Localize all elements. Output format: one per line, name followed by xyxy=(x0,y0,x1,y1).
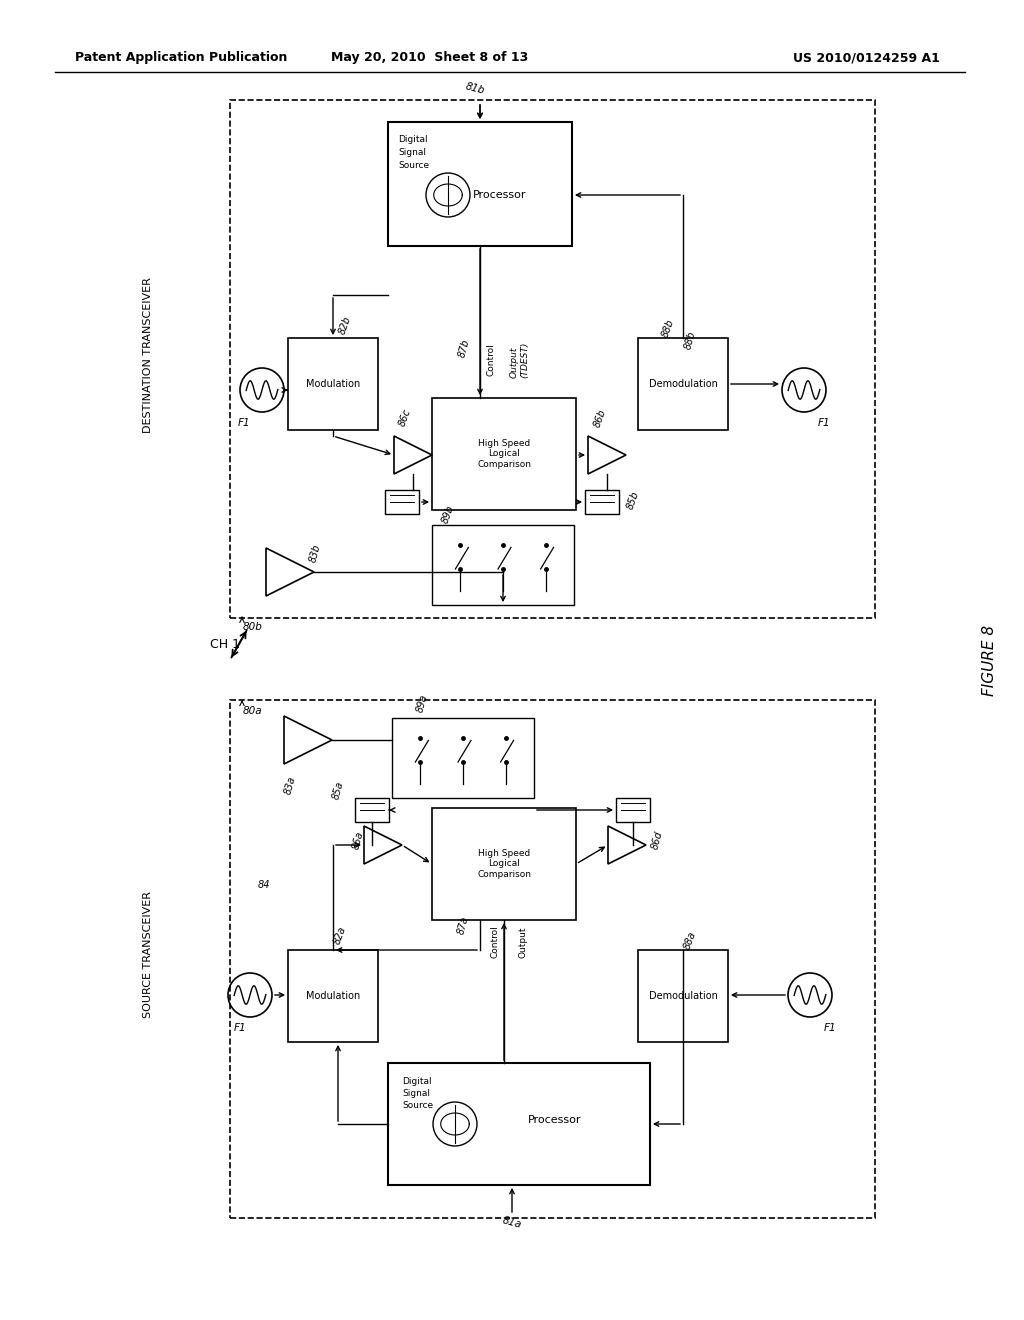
Text: Digital: Digital xyxy=(402,1077,432,1086)
Text: 88b: 88b xyxy=(683,330,697,350)
Text: US 2010/0124259 A1: US 2010/0124259 A1 xyxy=(794,51,940,65)
Text: 86c: 86c xyxy=(397,408,413,428)
Text: 86a: 86a xyxy=(351,830,366,850)
Text: SOURCE TRANSCEIVER: SOURCE TRANSCEIVER xyxy=(143,891,153,1019)
Text: 82b: 82b xyxy=(337,314,353,335)
Text: FIGURE 8: FIGURE 8 xyxy=(982,624,997,696)
Text: F1: F1 xyxy=(238,418,250,428)
Text: 89a: 89a xyxy=(415,693,429,713)
Text: Demodulation: Demodulation xyxy=(648,991,718,1001)
Bar xyxy=(392,718,534,799)
Text: 81b: 81b xyxy=(464,82,486,96)
Text: High Speed
Logical
Comparison: High Speed Logical Comparison xyxy=(477,440,531,469)
Text: DESTINATION TRANSCEIVER: DESTINATION TRANSCEIVER xyxy=(143,277,153,433)
Text: Output
(TDEST): Output (TDEST) xyxy=(510,342,529,379)
Bar xyxy=(388,1063,650,1185)
Bar xyxy=(388,121,572,246)
Text: Control: Control xyxy=(490,925,499,958)
Text: 85a: 85a xyxy=(331,780,345,800)
Text: Digital: Digital xyxy=(398,135,428,144)
Text: 88b: 88b xyxy=(660,318,676,338)
Text: 87a: 87a xyxy=(456,915,470,936)
Text: Source: Source xyxy=(402,1101,433,1110)
Text: 89b: 89b xyxy=(440,504,456,525)
Text: F1: F1 xyxy=(233,1023,247,1034)
Text: 85b: 85b xyxy=(625,490,641,511)
Bar xyxy=(638,338,728,430)
Text: 86b: 86b xyxy=(592,408,608,429)
Text: 86d: 86d xyxy=(650,830,665,850)
Text: CH 1: CH 1 xyxy=(210,639,240,652)
Text: F1: F1 xyxy=(823,1023,837,1034)
Text: 84: 84 xyxy=(257,880,270,890)
Text: May 20, 2010  Sheet 8 of 13: May 20, 2010 Sheet 8 of 13 xyxy=(332,51,528,65)
Text: 82a: 82a xyxy=(332,924,348,945)
Bar xyxy=(432,808,575,920)
Bar xyxy=(355,799,389,822)
Bar xyxy=(616,799,650,822)
Text: Processor: Processor xyxy=(473,190,526,201)
Text: 83a: 83a xyxy=(283,775,297,796)
Bar xyxy=(288,950,378,1041)
Text: Signal: Signal xyxy=(398,148,426,157)
Text: Processor: Processor xyxy=(528,1115,582,1125)
Text: Source: Source xyxy=(398,161,429,170)
Text: 83b: 83b xyxy=(308,543,323,564)
Text: 80b: 80b xyxy=(243,622,263,632)
Text: Demodulation: Demodulation xyxy=(648,379,718,389)
Bar xyxy=(230,100,874,618)
Text: Patent Application Publication: Patent Application Publication xyxy=(75,51,288,65)
Text: 81a: 81a xyxy=(501,1214,523,1230)
Bar xyxy=(638,950,728,1041)
Text: Control: Control xyxy=(487,343,496,376)
Text: Signal: Signal xyxy=(402,1089,430,1098)
Bar xyxy=(230,700,874,1218)
Text: Output: Output xyxy=(518,927,527,958)
Text: Modulation: Modulation xyxy=(306,991,360,1001)
Bar xyxy=(288,338,378,430)
Text: 87b: 87b xyxy=(457,338,471,358)
Bar xyxy=(432,399,575,510)
Text: 80a: 80a xyxy=(243,706,262,715)
Text: F1: F1 xyxy=(818,418,830,428)
Text: High Speed
Logical
Comparison: High Speed Logical Comparison xyxy=(477,849,531,879)
Bar xyxy=(385,490,419,513)
Text: Modulation: Modulation xyxy=(306,379,360,389)
Bar xyxy=(432,525,574,605)
Text: 88a: 88a xyxy=(682,929,698,950)
Bar xyxy=(585,490,618,513)
